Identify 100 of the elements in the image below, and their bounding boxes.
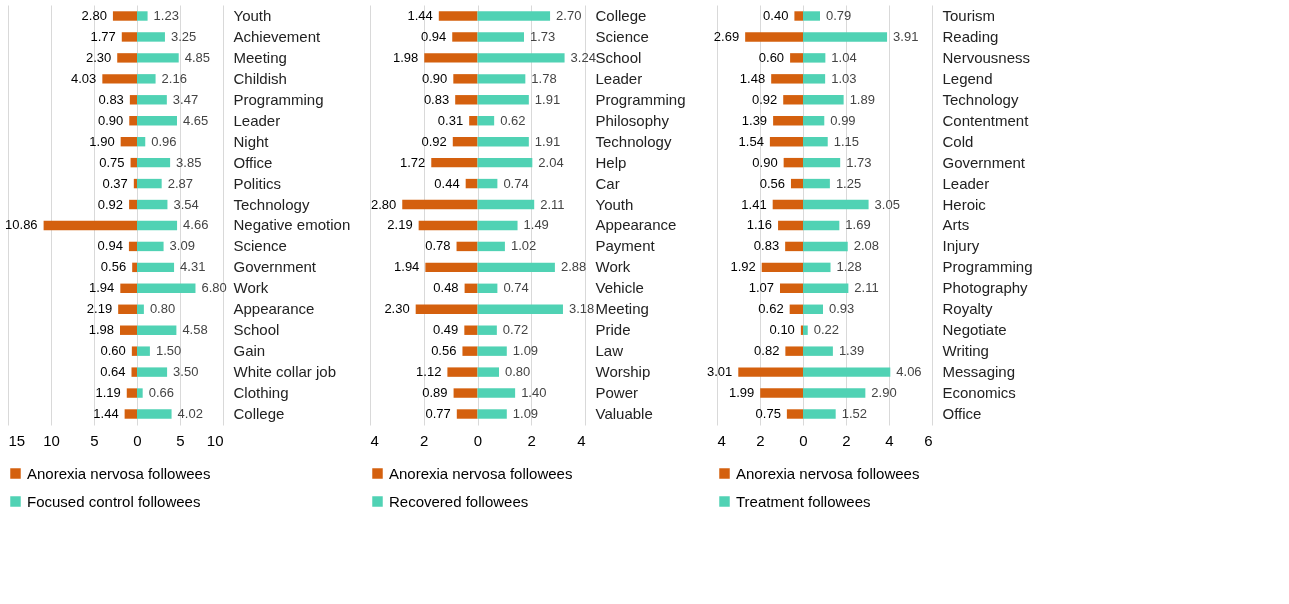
data-label: 0.60 bbox=[100, 343, 126, 359]
y-tick-label: Science bbox=[595, 27, 649, 45]
data-label: 0.10 bbox=[769, 322, 795, 338]
y-tick-label: Work bbox=[233, 279, 269, 297]
data-label: 4.65 bbox=[182, 112, 209, 128]
y-tick-label: Leader bbox=[595, 69, 643, 87]
data-label: 1.48 bbox=[739, 70, 766, 86]
data-label: 4.85 bbox=[184, 49, 211, 65]
data-label: 1.12 bbox=[416, 364, 442, 380]
data-label: 1.94 bbox=[89, 280, 115, 296]
data-label: 1.03 bbox=[831, 70, 857, 86]
data-label: 4.66 bbox=[183, 217, 209, 233]
data-label: 4.06 bbox=[896, 364, 922, 380]
data-label: 0.83 bbox=[98, 91, 124, 107]
data-label: 0.37 bbox=[102, 175, 128, 191]
data-label: 3.25 bbox=[170, 28, 197, 44]
bar bbox=[477, 53, 565, 63]
data-label: 1.09 bbox=[512, 406, 539, 421]
bar bbox=[477, 409, 507, 419]
y-tick-label: Appearance bbox=[233, 300, 315, 318]
legend-label: Focused control followees bbox=[27, 492, 201, 510]
data-label: 1.44 bbox=[93, 406, 119, 421]
data-label: 0.62 bbox=[758, 301, 784, 317]
y-tick-label: Contentment bbox=[942, 111, 1030, 129]
data-label: 1.73 bbox=[529, 28, 556, 44]
y-tick-label: Night bbox=[233, 132, 270, 150]
data-label: 1.91 bbox=[534, 133, 561, 149]
bar bbox=[438, 11, 478, 21]
data-label: 1.41 bbox=[741, 196, 767, 212]
data-label: 0.74 bbox=[503, 175, 529, 191]
bar bbox=[469, 116, 478, 126]
y-tick-label: Office bbox=[942, 405, 982, 422]
x-tick-label: 4 bbox=[577, 431, 586, 449]
data-label: 1.52 bbox=[841, 406, 867, 421]
bar bbox=[447, 367, 478, 377]
data-label: 4.31 bbox=[180, 259, 206, 275]
data-label: 0.79 bbox=[825, 8, 852, 23]
x-tick-label: 2 bbox=[527, 431, 536, 449]
x-tick-label: 5 bbox=[176, 431, 185, 449]
data-label: 1.25 bbox=[835, 175, 862, 191]
bar bbox=[477, 157, 533, 168]
data-label: 2.80 bbox=[370, 196, 397, 212]
y-tick-label: Injury bbox=[942, 237, 980, 255]
y-tick-label: Writing bbox=[942, 342, 989, 360]
bar bbox=[456, 409, 478, 419]
data-label: 1.39 bbox=[741, 112, 768, 128]
data-label: 2.87 bbox=[167, 175, 193, 191]
data-label: 1.72 bbox=[399, 154, 426, 170]
data-label: 0.74 bbox=[503, 280, 529, 296]
y-tick-label: Reading bbox=[942, 27, 999, 45]
y-tick-label: Law bbox=[595, 342, 624, 360]
y-tick-label: Work bbox=[595, 258, 631, 276]
bar bbox=[477, 346, 507, 356]
y-tick-label: Vehicle bbox=[595, 279, 644, 297]
data-label: 0.80 bbox=[505, 364, 531, 380]
data-label: 0.80 bbox=[149, 301, 176, 317]
y-tick-label: Leader bbox=[942, 174, 990, 192]
bar bbox=[462, 346, 478, 356]
x-tick-label: 15 bbox=[8, 431, 26, 449]
data-label: 1.94 bbox=[394, 259, 420, 275]
x-tick-label: 4 bbox=[885, 431, 894, 449]
y-tick-label: Messaging bbox=[942, 363, 1016, 381]
y-tick-label: Technology bbox=[233, 195, 310, 213]
bar bbox=[456, 241, 478, 252]
y-tick-label: Programming bbox=[942, 258, 1033, 276]
legend-label: Anorexia nervosa followees bbox=[389, 464, 573, 482]
data-label: 1.04 bbox=[831, 49, 857, 65]
x-tick-label: 2 bbox=[756, 431, 765, 449]
data-label: 1.91 bbox=[534, 91, 561, 107]
y-tick-label: Photography bbox=[942, 279, 1029, 297]
y-tick-label: Arts bbox=[942, 216, 970, 234]
bar bbox=[455, 95, 478, 105]
data-label: 2.16 bbox=[161, 70, 187, 86]
data-label: 0.90 bbox=[422, 70, 448, 86]
data-label: 1.98 bbox=[88, 322, 114, 338]
y-tick-label: Childish bbox=[233, 69, 287, 87]
y-tick-label: Clothing bbox=[233, 384, 289, 402]
y-tick-label: Youth bbox=[233, 7, 272, 24]
x-tick-label: 5 bbox=[90, 431, 99, 449]
data-label: 0.56 bbox=[759, 175, 785, 191]
data-label: 0.96 bbox=[151, 133, 177, 149]
data-label: 1.92 bbox=[730, 259, 756, 275]
data-label: 0.72 bbox=[502, 322, 529, 338]
data-label: 1.07 bbox=[748, 280, 774, 296]
legend-label: Anorexia nervosa followees bbox=[736, 464, 920, 482]
data-label: 0.66 bbox=[148, 385, 174, 401]
data-label: 0.77 bbox=[425, 406, 451, 421]
data-label: 1.54 bbox=[738, 133, 764, 149]
data-label: 3.18 bbox=[568, 301, 595, 317]
data-label: 0.99 bbox=[830, 112, 856, 128]
data-label: 0.40 bbox=[763, 8, 789, 23]
data-label: 10.86 bbox=[5, 217, 38, 233]
data-label: 1.49 bbox=[523, 217, 549, 233]
bar bbox=[477, 304, 563, 314]
data-label: 0.92 bbox=[751, 91, 778, 107]
y-tick-label: Legend bbox=[942, 69, 993, 87]
data-label: 3.50 bbox=[173, 364, 199, 380]
data-label: 3.05 bbox=[874, 196, 900, 212]
data-label: 4.02 bbox=[177, 406, 203, 421]
data-label: 3.91 bbox=[893, 28, 919, 44]
